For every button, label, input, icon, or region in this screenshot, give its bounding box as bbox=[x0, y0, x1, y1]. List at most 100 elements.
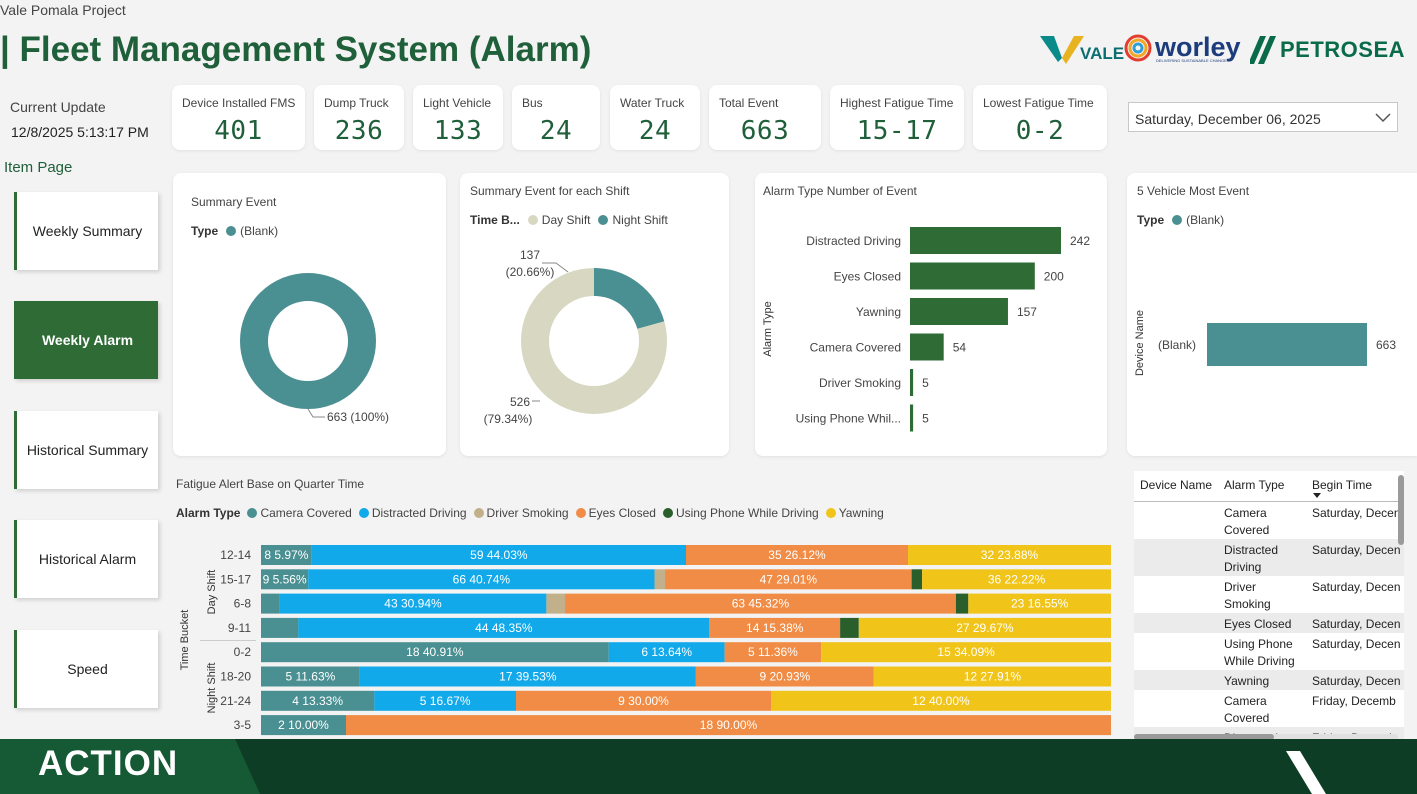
table-row[interactable]: Camera Covered Saturday, Decen bbox=[1134, 502, 1404, 539]
bar-segment[interactable] bbox=[873, 666, 1111, 687]
vale-v-icon bbox=[1040, 36, 1084, 64]
bar-segment[interactable] bbox=[858, 617, 1111, 638]
kpi-value: 401 bbox=[214, 116, 263, 146]
vehicle-most-event-panel: 5 Vehicle Most Event Type (Blank) Device… bbox=[1127, 173, 1417, 456]
bar-segment[interactable] bbox=[261, 690, 375, 711]
project-name: Vale Pomala Project bbox=[0, 2, 126, 18]
cell-alarm-type: Camera Covered bbox=[1224, 506, 1270, 537]
petrosea-slash-icon bbox=[1250, 36, 1276, 64]
kpi-value: 15-17 bbox=[856, 116, 938, 146]
legend-marker bbox=[247, 508, 258, 518]
nav-weekly-alarm[interactable]: Weekly Alarm bbox=[14, 301, 158, 379]
kpi-label: Lowest Fatigue Time bbox=[983, 96, 1094, 110]
horizontal-scrollbar[interactable] bbox=[1134, 734, 1398, 740]
bar-segment[interactable] bbox=[608, 642, 725, 663]
bar-segment[interactable] bbox=[922, 569, 1111, 590]
legend-marker bbox=[527, 215, 538, 225]
legend-title: Alarm Type bbox=[176, 506, 241, 520]
table-row[interactable]: Distracted Driving Saturday, Decen bbox=[1134, 539, 1404, 576]
table-row[interactable]: Yawning Saturday, Decen bbox=[1134, 670, 1404, 690]
legend-marker bbox=[825, 508, 836, 518]
bar-segment[interactable] bbox=[724, 642, 822, 663]
nav-historical-alarm[interactable]: Historical Alarm bbox=[14, 520, 158, 598]
bar-segment[interactable] bbox=[261, 593, 280, 614]
bar-segment[interactable] bbox=[654, 569, 666, 590]
segment-label: 17 39.53% bbox=[499, 670, 557, 684]
kpi-label: Light Vehicle bbox=[423, 96, 492, 110]
segment-label: 18 40.91% bbox=[406, 645, 464, 659]
bar-segment[interactable] bbox=[911, 569, 923, 590]
bar[interactable] bbox=[910, 404, 914, 432]
bar-segment[interactable] bbox=[516, 690, 771, 711]
category-label: Eyes Closed bbox=[834, 270, 901, 284]
bar[interactable] bbox=[1207, 323, 1367, 366]
date-filter-dropdown[interactable]: Saturday, December 06, 2025 bbox=[1128, 102, 1398, 132]
legend-title: Type bbox=[191, 224, 219, 238]
column-begin-time[interactable]: Begin Time bbox=[1312, 478, 1373, 492]
column-device-name[interactable]: Device Name bbox=[1140, 478, 1213, 492]
nav-weekly-summary[interactable]: Weekly Summary bbox=[14, 192, 158, 270]
bar-segment[interactable] bbox=[686, 545, 909, 565]
bar-segment[interactable] bbox=[359, 666, 696, 687]
bar-segment[interactable] bbox=[261, 545, 312, 565]
bar-segment[interactable] bbox=[821, 642, 1111, 663]
chart-legend: Time B... Day Shift Night Shift bbox=[470, 213, 668, 227]
bar[interactable] bbox=[910, 369, 914, 396]
nav-historical-summary[interactable]: Historical Summary bbox=[14, 411, 158, 489]
segment-label: 43 30.94% bbox=[384, 597, 442, 611]
bar-segment[interactable] bbox=[955, 593, 969, 614]
kpi-label: Dump Truck bbox=[324, 96, 389, 110]
bar-segment[interactable] bbox=[261, 642, 609, 663]
category-label: (Blank) bbox=[1158, 338, 1196, 352]
bar-segment[interactable] bbox=[565, 593, 956, 614]
bar-segment[interactable] bbox=[908, 545, 1111, 565]
bar-segment[interactable] bbox=[311, 545, 686, 565]
column-alarm-type[interactable]: Alarm Type bbox=[1224, 478, 1285, 492]
table-row[interactable]: Driver Smoking Saturday, Decen bbox=[1134, 576, 1404, 613]
kpi-label: Bus bbox=[522, 96, 543, 110]
scrollbar-thumb[interactable] bbox=[1134, 734, 1274, 740]
vale-logo: VALE bbox=[1040, 32, 1124, 66]
bar-segment[interactable] bbox=[279, 593, 547, 614]
legend-item: Camera Covered bbox=[260, 506, 352, 520]
bar-segment[interactable] bbox=[261, 666, 360, 687]
bar-segment[interactable] bbox=[298, 617, 710, 638]
legend-item: Driver Smoking bbox=[486, 506, 569, 520]
bar-segment[interactable] bbox=[546, 593, 566, 614]
bar-segment[interactable] bbox=[771, 690, 1111, 711]
bar-segment[interactable] bbox=[968, 593, 1111, 614]
segment-label: 66 40.74% bbox=[453, 572, 511, 586]
bar-segment[interactable] bbox=[840, 617, 859, 638]
segment-label: 27 29.67% bbox=[956, 621, 1014, 635]
kpi-value: 24 bbox=[539, 116, 573, 146]
segment-label: 23 16.55% bbox=[1011, 597, 1069, 611]
table-row[interactable]: Using Phone While Driving Saturday, Decen bbox=[1134, 633, 1404, 670]
bar-segment[interactable] bbox=[695, 666, 874, 687]
bar-segment[interactable] bbox=[665, 569, 912, 590]
bar[interactable] bbox=[910, 262, 1035, 290]
kpi-label: Device Installed FMS bbox=[182, 96, 296, 110]
bar[interactable] bbox=[910, 227, 1061, 254]
table-row[interactable]: Camera Covered Friday, Decemb bbox=[1134, 690, 1404, 727]
vertical-scrollbar[interactable] bbox=[1398, 475, 1404, 545]
summary-event-panel: Summary Event Type (Blank) 663 (100%) bbox=[173, 173, 446, 456]
segment-label: 63 45.32% bbox=[732, 597, 790, 611]
bar-segment[interactable] bbox=[346, 715, 1111, 736]
bar-segment[interactable] bbox=[308, 569, 655, 590]
bar-segment[interactable] bbox=[709, 617, 841, 638]
data-label: 5 bbox=[922, 376, 929, 390]
cell-alarm-type: Camera Covered bbox=[1224, 694, 1270, 725]
donut-slice-day-shift bbox=[521, 268, 667, 414]
bar-segment[interactable] bbox=[261, 569, 309, 590]
petrosea-logo: PETROSEA bbox=[1250, 36, 1406, 64]
bar-segment[interactable] bbox=[261, 617, 299, 638]
bar-segment[interactable] bbox=[261, 715, 346, 736]
bar[interactable] bbox=[910, 333, 944, 361]
alarm-type-bar-chart: Distracted Driving 242 Eyes Closed 200 Yawni… bbox=[796, 227, 1090, 432]
data-label: 54 bbox=[953, 341, 967, 355]
table-row[interactable]: Eyes Closed Saturday, Decen bbox=[1134, 613, 1404, 633]
legend-item: Distracted Driving bbox=[371, 506, 467, 520]
nav-speed[interactable]: Speed bbox=[14, 630, 158, 708]
bar-segment[interactable] bbox=[374, 690, 516, 711]
bar[interactable] bbox=[910, 298, 1008, 325]
